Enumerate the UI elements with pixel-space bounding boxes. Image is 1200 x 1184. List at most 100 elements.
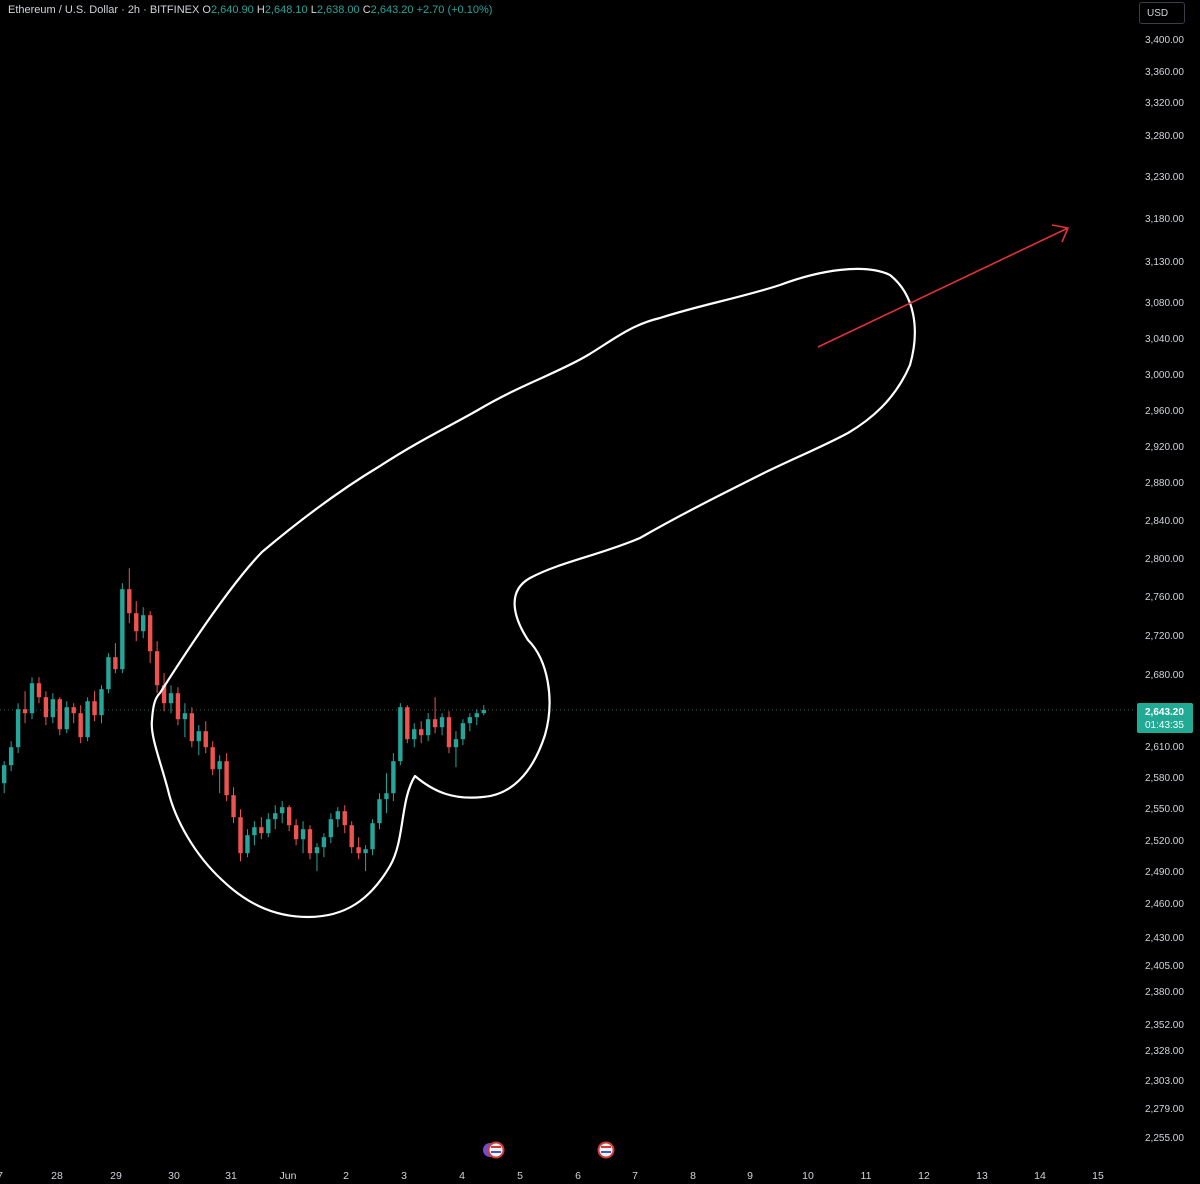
freehand-drawing[interactable] bbox=[150, 224, 1069, 919]
candle bbox=[377, 793, 382, 830]
candle bbox=[120, 583, 125, 674]
open-value: 2,640.90 bbox=[210, 4, 254, 16]
candle bbox=[8, 741, 14, 772]
trend-arrow[interactable] bbox=[817, 227, 1069, 348]
price-tick-label: 2,352.00 bbox=[1145, 1020, 1184, 1031]
candle bbox=[210, 741, 215, 776]
time-tick-label: 8 bbox=[690, 1170, 696, 1182]
candle-body bbox=[419, 729, 424, 736]
candle-body bbox=[286, 807, 292, 826]
symbol-title[interactable]: Ethereum / U.S. Dollar · 2h · BITFINEX bbox=[8, 4, 200, 16]
time-tick-label: 31 bbox=[225, 1170, 237, 1182]
current-price-tag: 2,643.20 01:43:35 bbox=[1137, 703, 1193, 733]
drawing-outline[interactable] bbox=[150, 267, 916, 919]
price-tick-label: 3,000.00 bbox=[1145, 370, 1184, 381]
price-tick-label: 2,380.00 bbox=[1145, 987, 1184, 998]
candle-body bbox=[92, 701, 97, 716]
high-label: H bbox=[256, 4, 265, 16]
candle bbox=[2, 761, 7, 794]
candle-body bbox=[356, 847, 361, 854]
price-tick-label: 2,550.00 bbox=[1145, 804, 1184, 815]
candle bbox=[398, 703, 403, 766]
candle-body bbox=[460, 723, 466, 740]
time-tick-label: 10 bbox=[802, 1170, 814, 1182]
candle-body bbox=[446, 717, 452, 748]
price-tick-label: 2,490.00 bbox=[1145, 867, 1184, 878]
candle bbox=[273, 805, 278, 830]
candle-body bbox=[273, 813, 278, 820]
candle bbox=[356, 837, 361, 860]
candle-body bbox=[106, 657, 111, 690]
candle-body bbox=[231, 795, 236, 818]
candle bbox=[384, 773, 389, 814]
candle-body bbox=[57, 699, 62, 730]
candle-body bbox=[71, 707, 76, 714]
candle-body bbox=[439, 717, 445, 728]
price-tick-label: 3,400.00 bbox=[1145, 35, 1184, 46]
candle bbox=[189, 707, 195, 748]
high-value: 2,648.10 bbox=[264, 4, 308, 16]
price-tick-label: 2,303.00 bbox=[1145, 1076, 1184, 1087]
candle bbox=[224, 753, 229, 802]
candle bbox=[300, 821, 306, 854]
price-tick-label: 2,840.00 bbox=[1145, 516, 1184, 527]
time-tick-label: 2 bbox=[343, 1170, 349, 1182]
price-tick-label: 3,180.00 bbox=[1145, 214, 1184, 225]
price-tick-label: 2,960.00 bbox=[1145, 406, 1184, 417]
candle-body bbox=[238, 817, 243, 854]
candle bbox=[57, 697, 62, 736]
price-tick-label: 2,720.00 bbox=[1145, 631, 1184, 642]
candle bbox=[460, 719, 466, 746]
price-tick-label: 2,328.00 bbox=[1145, 1046, 1184, 1057]
symbol-legend[interactable]: Ethereum / U.S. Dollar · 2h · BITFINEX O… bbox=[8, 4, 492, 16]
price-tick-label: 2,880.00 bbox=[1145, 478, 1184, 489]
candle-body bbox=[363, 849, 368, 854]
candle bbox=[106, 653, 111, 694]
candle-body bbox=[342, 811, 347, 826]
candle-body bbox=[120, 589, 125, 670]
candle-body bbox=[321, 837, 327, 848]
candle bbox=[363, 845, 368, 872]
time-tick-label: 30 bbox=[168, 1170, 180, 1182]
currency-button[interactable]: USD bbox=[1139, 2, 1185, 24]
candle-body bbox=[210, 747, 215, 770]
candle-body bbox=[481, 710, 486, 714]
candle-body bbox=[203, 731, 208, 748]
candle bbox=[71, 703, 76, 724]
candle bbox=[147, 611, 153, 664]
price-tick-label: 2,255.00 bbox=[1145, 1133, 1184, 1144]
candle bbox=[252, 821, 257, 846]
time-tick-label: 7 bbox=[632, 1170, 638, 1182]
time-tick-label: 7 bbox=[0, 1170, 3, 1182]
candle-body bbox=[300, 829, 306, 840]
candle bbox=[203, 721, 208, 754]
candle bbox=[266, 813, 271, 838]
candle bbox=[412, 723, 417, 748]
price-tick-label: 2,610.00 bbox=[1145, 742, 1184, 753]
price-tick-label: 3,080.00 bbox=[1145, 298, 1184, 309]
candle bbox=[64, 701, 69, 734]
candle-body bbox=[412, 729, 417, 740]
candle bbox=[259, 817, 264, 840]
us-flag-event-icon[interactable] bbox=[597, 1141, 615, 1159]
price-tick-label: 2,460.00 bbox=[1145, 899, 1184, 910]
candle bbox=[453, 731, 459, 768]
us-flag-event-icon[interactable] bbox=[487, 1141, 505, 1159]
price-axis[interactable]: 3,400.00 3,360.00 3,320.00 3,280.00 3,230.00… bbox=[1145, 35, 1184, 1144]
event-markers[interactable] bbox=[483, 1141, 615, 1159]
countdown-label: 01:43:35 bbox=[1145, 720, 1184, 731]
close-value: 2,643.20 bbox=[370, 4, 414, 16]
price-tick-label: 2,279.00 bbox=[1145, 1104, 1184, 1115]
candle-body bbox=[113, 657, 118, 670]
time-tick-label: 12 bbox=[918, 1170, 930, 1182]
candle bbox=[293, 819, 299, 846]
time-axis[interactable]: 7 28 29 30 31 Jun 2 3 4 5 6 7 8 9 10 11 12 13 14 15 bbox=[0, 1170, 1104, 1182]
price-tick-label: 2,430.00 bbox=[1145, 933, 1184, 944]
price-tick-label: 2,405.00 bbox=[1145, 961, 1184, 972]
candle-body bbox=[453, 739, 459, 748]
candle bbox=[405, 705, 410, 744]
candle-body bbox=[328, 819, 334, 838]
candle bbox=[342, 805, 347, 834]
candle-body bbox=[43, 697, 49, 718]
